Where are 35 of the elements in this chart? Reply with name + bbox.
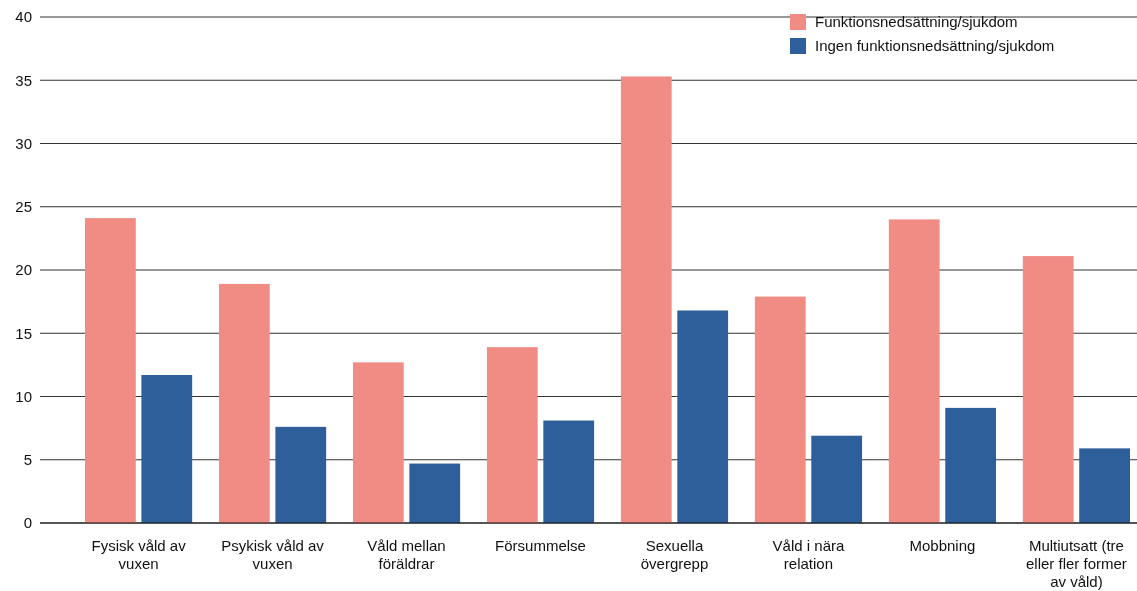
bar — [945, 407, 997, 523]
y-tick-label: 40 — [15, 8, 32, 26]
bar — [620, 76, 672, 523]
bar — [888, 219, 940, 523]
y-tick-label: 35 — [15, 71, 32, 89]
bar — [486, 347, 538, 523]
x-tick-label: Psykisk våld av vuxen — [221, 537, 325, 572]
bar — [754, 296, 806, 523]
bar — [275, 426, 327, 523]
bar — [218, 283, 270, 523]
bar — [141, 375, 193, 523]
bar — [1022, 256, 1074, 523]
x-tick-label: Sexuella övergrepp — [640, 537, 709, 572]
bar — [677, 310, 729, 523]
y-tick-label: 10 — [15, 387, 32, 405]
bar — [85, 218, 136, 523]
x-tick-label: Multiutsatt (tre eller fler former av våld) — [1025, 537, 1127, 590]
y-tick-label: 30 — [15, 134, 32, 152]
y-tick-label: 0 — [23, 514, 32, 532]
bar — [543, 420, 595, 523]
bar — [409, 463, 461, 523]
x-tick-label: Våld i nära relation — [772, 537, 845, 572]
x-tick-label: Våld mellan föräldrar — [367, 537, 446, 572]
x-tick-label: Fysisk våld av vuxen — [91, 537, 187, 572]
y-tick-label: 20 — [15, 261, 32, 279]
x-tick-label: Försummelse — [495, 537, 586, 554]
y-tick-label: 15 — [15, 324, 32, 342]
bar — [352, 362, 404, 523]
y-tick-label: 25 — [15, 198, 32, 216]
legend-label: Funktionsnedsättning/sjukdom — [815, 13, 1018, 30]
legend-label: Ingen funktionsnedsättning/sjukdom — [815, 37, 1055, 54]
y-tick-label: 5 — [23, 451, 32, 469]
x-tick-label: Mobbning — [909, 537, 976, 554]
bar — [1079, 448, 1130, 523]
bar — [811, 435, 863, 523]
